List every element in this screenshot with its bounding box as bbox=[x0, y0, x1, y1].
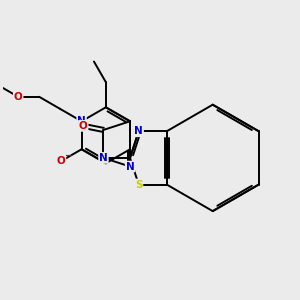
Text: N: N bbox=[77, 116, 86, 126]
Text: O: O bbox=[79, 121, 88, 131]
Text: −: − bbox=[64, 151, 71, 160]
Text: N: N bbox=[99, 153, 108, 163]
Text: N: N bbox=[126, 162, 134, 172]
Text: N: N bbox=[134, 126, 143, 136]
Text: S: S bbox=[135, 179, 142, 190]
Text: O: O bbox=[14, 92, 22, 102]
Text: O: O bbox=[57, 156, 65, 166]
